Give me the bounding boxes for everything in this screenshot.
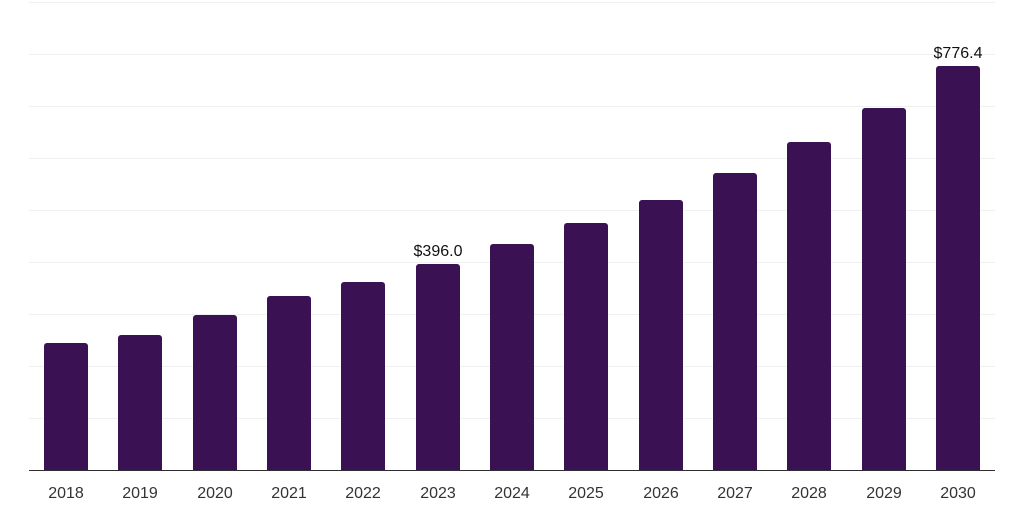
bar-2020 <box>193 315 237 470</box>
x-tick-label: 2028 <box>791 485 827 502</box>
bar-2018 <box>44 343 88 470</box>
gridline <box>29 106 995 107</box>
gridline <box>29 210 995 211</box>
bar-2026 <box>639 200 683 470</box>
bar-2027 <box>713 173 757 470</box>
x-tick-label: 2018 <box>48 485 84 502</box>
bar-2022 <box>341 282 385 470</box>
x-tick-label: 2027 <box>717 485 753 502</box>
x-tick-label: 2020 <box>197 485 233 502</box>
bar-2024 <box>490 244 534 470</box>
bar-2023 <box>416 264 460 470</box>
x-axis-line <box>29 470 995 471</box>
x-tick-label: 2019 <box>122 485 158 502</box>
x-tick-label: 2021 <box>271 485 307 502</box>
gridline <box>29 158 995 159</box>
bar-2028 <box>787 142 831 470</box>
x-tick-label: 2022 <box>345 485 381 502</box>
bar-2025 <box>564 223 608 470</box>
x-tick-label: 2025 <box>568 485 604 502</box>
x-tick-label: 2026 <box>643 485 679 502</box>
x-tick-label: 2023 <box>420 485 456 502</box>
bar-value-label: $776.4 <box>933 45 983 62</box>
bar-2030 <box>936 66 980 470</box>
gridline <box>29 2 995 3</box>
bar-value-label: $396.0 <box>413 243 463 260</box>
x-tick-label: 2029 <box>866 485 902 502</box>
x-tick-label: 2030 <box>940 485 976 502</box>
x-tick-label: 2024 <box>494 485 530 502</box>
bar-2019 <box>118 335 162 470</box>
bar-2029 <box>862 108 906 470</box>
gridline <box>29 54 995 55</box>
bar-2021 <box>267 296 311 470</box>
